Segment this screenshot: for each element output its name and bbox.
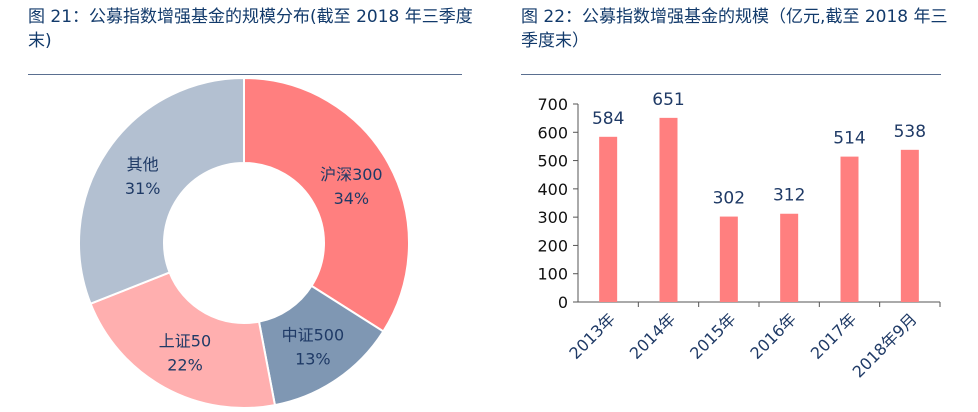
x-tick-label: 2018年9月 bbox=[849, 309, 921, 381]
y-tick-label: 0 bbox=[558, 293, 568, 312]
bar bbox=[659, 117, 678, 302]
bar bbox=[900, 149, 919, 302]
bar bbox=[599, 136, 618, 302]
y-tick-label: 300 bbox=[537, 208, 568, 227]
bar-data-label: 538 bbox=[894, 122, 926, 142]
y-tick-label: 200 bbox=[537, 236, 568, 255]
pie-slice-label: 沪深300 bbox=[320, 165, 383, 184]
bar-data-label: 312 bbox=[773, 186, 805, 206]
pie-slice-percent: 13% bbox=[295, 349, 331, 368]
bar bbox=[780, 213, 799, 302]
pie-title-divider bbox=[28, 74, 462, 75]
pie-slice-label: 上证50 bbox=[159, 331, 211, 350]
bar-data-label: 584 bbox=[592, 109, 624, 129]
y-tick-label: 100 bbox=[537, 265, 568, 284]
pie-slice-percent: 34% bbox=[334, 189, 370, 208]
bar-data-label: 514 bbox=[833, 129, 865, 149]
y-tick-label: 700 bbox=[537, 95, 568, 114]
y-tick-label: 600 bbox=[537, 123, 568, 142]
bar bbox=[719, 216, 738, 302]
x-tick-label: 2013年 bbox=[565, 309, 619, 363]
bar-chart: 0 100 200 300 400 500 600 700 584 2013年 651 2014年 30… bbox=[537, 90, 941, 381]
y-tick-label: 400 bbox=[537, 180, 568, 199]
x-tick-label: 2016年 bbox=[746, 309, 800, 363]
bar-chart-title: 图 22：公募指数增强基金的规模（亿元,截至 2018 年三季度末） bbox=[521, 7, 948, 51]
pie-slice-percent: 22% bbox=[167, 355, 203, 374]
y-tick-label: 500 bbox=[537, 152, 568, 171]
x-tick-label: 2017年 bbox=[807, 309, 861, 363]
bar-data-label: 651 bbox=[652, 90, 684, 110]
pie-slice bbox=[78, 76, 245, 306]
bar-data-label: 302 bbox=[713, 189, 745, 209]
bar-title-divider bbox=[521, 74, 941, 75]
pie-chart-title: 图 21：公募指数增强基金的规模分布(截至 2018 年三季度末) bbox=[28, 7, 473, 51]
pie-slice-percent: 31% bbox=[125, 179, 161, 198]
pie-slice-label: 其他 bbox=[127, 155, 159, 174]
x-tick-label: 2015年 bbox=[686, 309, 740, 363]
bar bbox=[840, 156, 859, 302]
donut-chart: 沪深300 34% 中证500 13% 上证50 22% 其他 31% bbox=[78, 76, 410, 409]
pie-slice bbox=[89, 271, 277, 409]
pie-slice bbox=[243, 76, 410, 333]
x-tick-label: 2014年 bbox=[626, 309, 680, 363]
pie-slice-label: 中证500 bbox=[282, 325, 345, 344]
